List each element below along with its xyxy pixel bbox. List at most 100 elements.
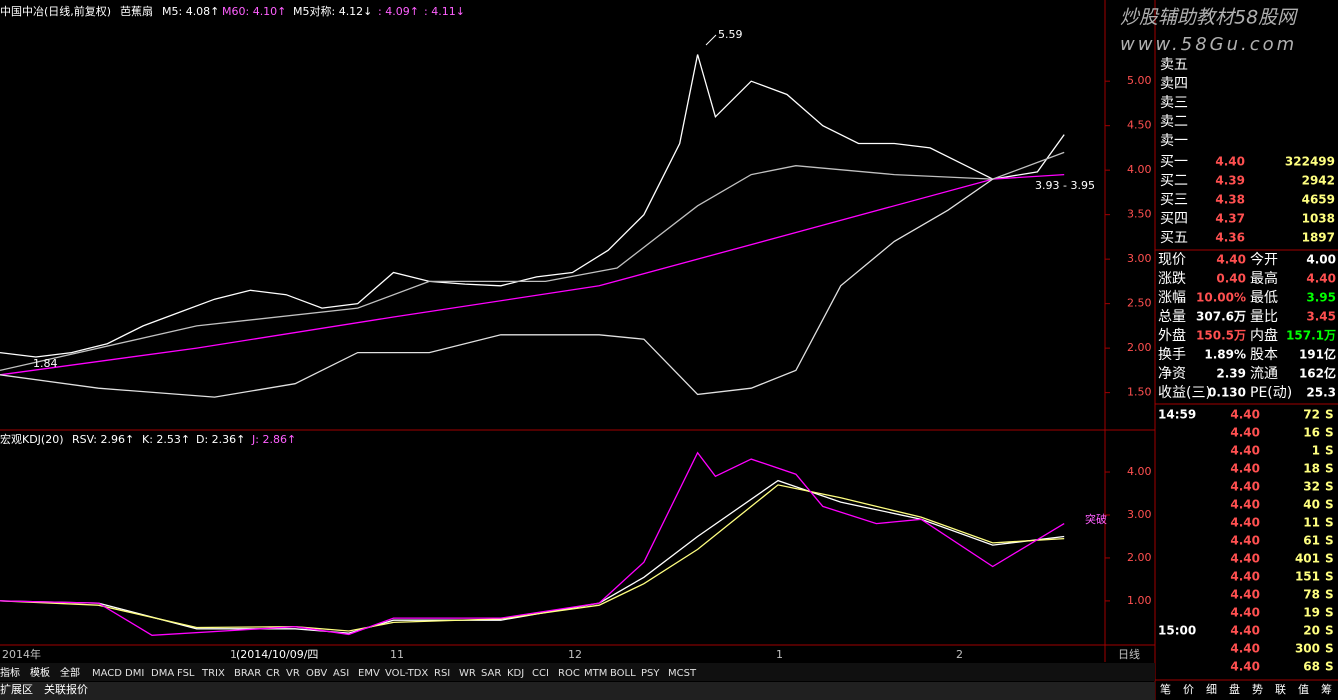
buy-volume: 322499 bbox=[1285, 155, 1335, 169]
side-tab[interactable]: 筹 bbox=[1321, 682, 1332, 696]
side-tab[interactable]: 笔 bbox=[1160, 682, 1171, 696]
trade-side: S bbox=[1325, 408, 1334, 422]
trade-side: S bbox=[1325, 426, 1334, 440]
toolbar-tab[interactable]: OBV bbox=[306, 668, 327, 679]
header-item: M60: 4.10↑ bbox=[222, 5, 286, 18]
y-tick-label: 4.00 bbox=[1127, 465, 1152, 478]
sell-label: 卖五 bbox=[1160, 57, 1188, 73]
y-tick-label: 4.00 bbox=[1127, 163, 1152, 176]
toolbar-tab[interactable]: WR bbox=[459, 668, 476, 679]
trade-side: S bbox=[1325, 498, 1334, 512]
toolbar-tab[interactable]: ASI bbox=[333, 668, 349, 679]
series-line bbox=[0, 54, 1065, 358]
toolbar-tab[interactable]: MACD bbox=[92, 668, 122, 679]
buy-volume: 2942 bbox=[1302, 174, 1335, 188]
header-item: : 4.11↓ bbox=[424, 5, 465, 18]
x-axis-label: 11 bbox=[390, 648, 404, 661]
kdj-header: J: 2.86↑ bbox=[251, 433, 296, 446]
trade-volume: 151 bbox=[1295, 570, 1320, 584]
trade-price: 4.40 bbox=[1230, 462, 1260, 476]
stat-label: 最高 bbox=[1250, 270, 1278, 287]
toolbar-tab[interactable]: 指标 bbox=[0, 666, 20, 679]
trade-price: 4.40 bbox=[1230, 660, 1260, 674]
toolbar-tab[interactable]: PSY bbox=[641, 668, 660, 679]
trade-side: S bbox=[1325, 606, 1334, 620]
toolbar-tab[interactable]: MTM bbox=[584, 668, 607, 679]
stat-label: 收益(三) bbox=[1158, 385, 1211, 401]
side-tab[interactable]: 联 bbox=[1275, 683, 1286, 696]
series-line bbox=[0, 451, 1065, 636]
stat-label: 外盘 bbox=[1158, 327, 1186, 344]
trade-price: 4.40 bbox=[1230, 534, 1260, 548]
header-item: : 4.09↑ bbox=[378, 5, 419, 18]
stat-label: 现价 bbox=[1158, 252, 1186, 268]
toolbar-tab[interactable]: CR bbox=[266, 668, 280, 679]
toolbar-tab[interactable]: SAR bbox=[481, 668, 501, 679]
series-line bbox=[0, 151, 1065, 372]
watermark-url: www.58Gu.com bbox=[1120, 34, 1297, 55]
trade-volume: 20 bbox=[1303, 624, 1320, 638]
toolbar-tab[interactable]: VR bbox=[286, 668, 300, 679]
buy-label: 买二 bbox=[1160, 173, 1188, 189]
toolbar-tab[interactable]: VOL-TDX bbox=[385, 668, 428, 679]
toolbar-tab[interactable]: 模板 bbox=[30, 666, 50, 679]
annotation: 1.84 bbox=[33, 357, 58, 370]
toolbar-tab[interactable]: DMA bbox=[151, 668, 174, 679]
toolbar-tab[interactable]: BRAR bbox=[234, 668, 261, 679]
toolbar-tab[interactable]: ROC bbox=[558, 668, 580, 679]
x-axis-label: 12 bbox=[568, 648, 582, 661]
buy-volume: 1038 bbox=[1302, 212, 1335, 226]
y-tick-label: 3.00 bbox=[1127, 252, 1152, 265]
toolbar-tab[interactable]: TRIX bbox=[201, 668, 225, 679]
toolbar-tab[interactable]: 全部 bbox=[60, 666, 80, 679]
buy-volume: 4659 bbox=[1302, 193, 1335, 207]
buy-price: 4.38 bbox=[1215, 193, 1245, 207]
bottom-tab[interactable]: 扩展区 bbox=[0, 682, 33, 696]
stat-value: 25.3 bbox=[1306, 386, 1336, 400]
buy-price: 4.40 bbox=[1215, 155, 1245, 169]
buy-volume: 1897 bbox=[1302, 231, 1335, 245]
stat-value: 3.45 bbox=[1306, 310, 1336, 324]
stat-label: PE(动) bbox=[1250, 385, 1292, 401]
trade-price: 4.40 bbox=[1230, 426, 1260, 440]
x-axis-label: 1 bbox=[230, 648, 237, 661]
bottom-bar-bg bbox=[0, 682, 1155, 700]
trade-price: 4.40 bbox=[1230, 408, 1260, 422]
stat-label: 量比 bbox=[1250, 309, 1278, 325]
toolbar-tab[interactable]: CCI bbox=[532, 668, 549, 679]
stat-label: 净资 bbox=[1158, 366, 1186, 382]
trade-volume: 32 bbox=[1303, 480, 1320, 494]
trade-side: S bbox=[1325, 624, 1334, 638]
toolbar-tab[interactable]: EMV bbox=[358, 668, 380, 679]
toolbar-tab[interactable]: KDJ bbox=[507, 668, 524, 679]
toolbar-tab[interactable]: RSI bbox=[434, 668, 450, 679]
stat-value: 162亿 bbox=[1299, 366, 1336, 381]
stat-label: 今开 bbox=[1250, 252, 1278, 268]
trade-volume: 401 bbox=[1295, 552, 1320, 566]
side-tab[interactable]: 势 bbox=[1252, 683, 1263, 696]
toolbar-tab[interactable]: FSL bbox=[177, 668, 195, 679]
bottom-tab[interactable]: 关联报价 bbox=[44, 682, 88, 696]
y-tick-label: 2.50 bbox=[1127, 297, 1152, 310]
trade-side: S bbox=[1325, 552, 1334, 566]
header-item: 中国中冶(日线,前复权) bbox=[0, 4, 111, 18]
stat-label: 最低 bbox=[1250, 290, 1278, 306]
stat-value: 2.39 bbox=[1216, 367, 1246, 381]
toolbar-tab[interactable]: MCST bbox=[668, 668, 697, 679]
stat-label: 内盘 bbox=[1250, 327, 1278, 344]
toolbar-tab[interactable]: BOLL bbox=[610, 668, 636, 679]
side-tab[interactable]: 值 bbox=[1298, 683, 1309, 696]
y-tick-label: 4.50 bbox=[1127, 119, 1152, 132]
header-item: M5对称: 4.12↓ bbox=[293, 4, 372, 18]
annotation: 突破 bbox=[1085, 512, 1107, 526]
stat-label: 涨跌 bbox=[1158, 271, 1186, 287]
stat-label: 流通 bbox=[1250, 366, 1278, 382]
side-tab[interactable]: 价 bbox=[1183, 683, 1194, 696]
series-line bbox=[0, 484, 1065, 632]
trade-side: S bbox=[1325, 480, 1334, 494]
side-tab[interactable]: 盘 bbox=[1229, 682, 1240, 696]
buy-label: 买一 bbox=[1160, 154, 1188, 170]
side-tab[interactable]: 细 bbox=[1206, 683, 1217, 696]
toolbar-tab[interactable]: DMI bbox=[125, 668, 144, 679]
